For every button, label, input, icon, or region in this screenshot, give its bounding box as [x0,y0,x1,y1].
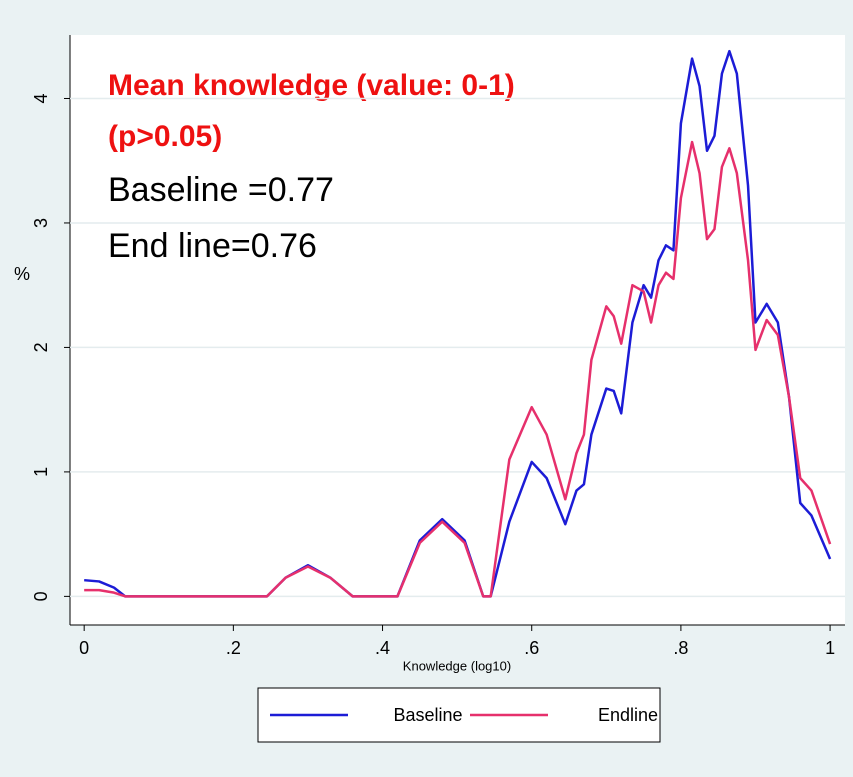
x-tick-label: .6 [524,638,539,658]
y-axis-label: % [14,264,30,284]
y-tick-label: 3 [31,218,51,228]
x-tick-label: .8 [673,638,688,658]
legend-label: Baseline [393,705,462,725]
x-tick-label: 0 [79,638,89,658]
annotation: End line=0.76 [108,227,317,265]
y-tick-label: 1 [31,467,51,477]
y-tick-label: 0 [31,591,51,601]
y-tick-label: 4 [31,93,51,103]
x-tick-label: .2 [226,638,241,658]
annotation: (p>0.05) [108,120,222,153]
x-tick-label: 1 [825,638,835,658]
annotation: Mean knowledge (value: 0-1) [108,69,515,102]
y-tick-label: 2 [31,342,51,352]
line-series [84,140,832,598]
x-tick-label: .4 [375,638,390,658]
x-axis-label: Knowledge (log10) [403,658,511,673]
annotation: Baseline =0.77 [108,171,334,209]
legend-label: Endline [598,705,658,725]
